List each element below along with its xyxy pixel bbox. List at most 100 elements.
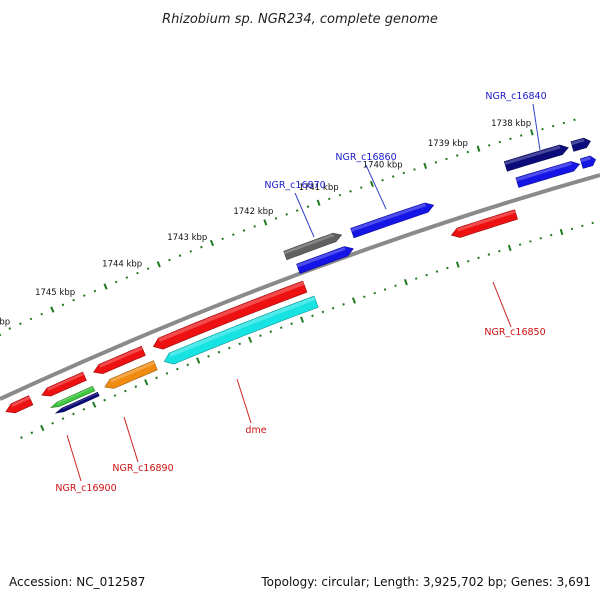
outer-minor-tick bbox=[349, 190, 352, 193]
inner-minor-tick bbox=[82, 407, 86, 411]
tick-label: 1745 kbp bbox=[35, 288, 75, 298]
inner-major-tick bbox=[455, 261, 460, 268]
feature-reverse-red-5[interactable] bbox=[5, 395, 34, 414]
map-title: Rhizobium sp. NGR234, complete genome bbox=[162, 12, 438, 27]
inner-minor-tick bbox=[383, 288, 387, 291]
inner-minor-tick bbox=[425, 273, 428, 277]
feature-reverse-red-1[interactable] bbox=[450, 209, 518, 238]
inner-minor-tick bbox=[228, 346, 231, 350]
feature-highlight bbox=[110, 361, 155, 383]
feature-forward-blue-2[interactable] bbox=[579, 155, 596, 169]
gene-label[interactable]: NGR_c16860 bbox=[335, 152, 396, 163]
outer-minor-tick bbox=[551, 124, 555, 128]
gene-leader-line bbox=[236, 378, 252, 424]
outer-minor-tick bbox=[19, 322, 22, 326]
outer-minor-tick bbox=[29, 317, 33, 321]
outer-major-tick bbox=[50, 306, 55, 313]
feature-highlight bbox=[580, 156, 591, 163]
outer-minor-tick bbox=[189, 250, 193, 253]
outer-tick-track bbox=[0, 118, 576, 337]
outer-minor-tick bbox=[413, 168, 416, 171]
outer-minor-tick bbox=[487, 144, 491, 147]
outer-major-tick bbox=[156, 261, 161, 268]
inner-minor-tick bbox=[394, 284, 397, 288]
inner-minor-tick bbox=[498, 249, 501, 253]
outer-minor-tick bbox=[434, 161, 438, 164]
gene-label[interactable]: NGR_c16870 bbox=[264, 180, 325, 191]
inner-minor-tick bbox=[435, 270, 439, 273]
outer-minor-tick bbox=[381, 178, 384, 182]
outer-major-tick bbox=[369, 180, 374, 188]
feature-forward-dark-navy-1[interactable] bbox=[503, 144, 569, 172]
outer-major-tick bbox=[103, 283, 108, 290]
gene-labels: NGR_c16840 NGR_c16860 NGR_c16870 NGR_c16850… bbox=[55, 91, 546, 494]
outer-major-tick bbox=[209, 239, 215, 247]
feature-forward-blue-3[interactable] bbox=[296, 246, 354, 274]
feature-highlight bbox=[350, 203, 426, 232]
gene-label[interactable]: NGR_c16890 bbox=[112, 463, 173, 474]
gene-leader-line bbox=[532, 103, 541, 151]
feature-forward-blue-4[interactable] bbox=[350, 202, 435, 239]
feature-highlight bbox=[571, 138, 585, 146]
inner-minor-tick bbox=[373, 291, 377, 295]
feature-reverse-green[interactable] bbox=[49, 385, 96, 409]
inner-minor-tick bbox=[30, 431, 34, 435]
inner-minor-tick bbox=[487, 253, 491, 256]
feature-reverse-navy[interactable] bbox=[54, 391, 100, 414]
feature-reverse-cyan[interactable] bbox=[163, 295, 319, 365]
gene-label[interactable]: NGR_c16840 bbox=[485, 91, 546, 102]
feature-forward-gray[interactable] bbox=[283, 232, 343, 261]
feature-reverse-red-2[interactable] bbox=[152, 280, 308, 350]
gene-label[interactable]: NGR_c16850 bbox=[484, 327, 545, 338]
outer-major-tick bbox=[263, 219, 268, 226]
outer-minor-tick bbox=[562, 121, 566, 125]
inner-major-tick bbox=[248, 336, 253, 343]
inner-minor-tick bbox=[134, 385, 138, 388]
feature-highlight bbox=[11, 396, 31, 407]
inner-minor-tick bbox=[217, 350, 221, 354]
outer-minor-tick bbox=[146, 267, 150, 270]
gene-label[interactable]: NGR_c16900 bbox=[55, 483, 116, 494]
inner-major-tick bbox=[507, 244, 512, 252]
feature-forward-blue-1[interactable] bbox=[515, 161, 581, 188]
feature-highlight bbox=[158, 281, 305, 342]
outer-minor-tick bbox=[221, 237, 225, 241]
inner-major-tick bbox=[300, 316, 305, 323]
outer-minor-tick bbox=[178, 254, 182, 257]
feature-reverse-red-3[interactable] bbox=[93, 345, 146, 375]
inner-minor-tick bbox=[269, 330, 273, 333]
outer-minor-tick bbox=[391, 175, 395, 178]
outer-minor-tick bbox=[136, 271, 139, 275]
outer-minor-tick bbox=[242, 229, 246, 232]
inner-minor-tick bbox=[570, 227, 574, 231]
inner-minor-tick bbox=[321, 310, 325, 314]
inner-minor-tick bbox=[290, 322, 293, 325]
feature-arrow bbox=[283, 232, 343, 261]
feature-highlight bbox=[57, 386, 94, 404]
outer-minor-tick bbox=[125, 276, 129, 279]
inner-major-tick bbox=[92, 401, 97, 408]
feature-reverse-red-4[interactable] bbox=[41, 371, 87, 397]
inner-minor-tick bbox=[155, 376, 158, 380]
inner-minor-tick bbox=[207, 355, 210, 358]
outer-major-tick bbox=[423, 162, 428, 170]
inner-minor-tick bbox=[259, 334, 262, 337]
feature-reverse-orange[interactable] bbox=[104, 360, 158, 389]
gene-leader-line bbox=[365, 164, 387, 210]
outer-major-tick bbox=[316, 199, 321, 206]
inner-minor-tick bbox=[311, 314, 314, 318]
inner-major-tick bbox=[144, 379, 149, 386]
gene-leader-line bbox=[66, 434, 82, 482]
inner-minor-tick bbox=[539, 236, 543, 240]
tick-label: 1740 kbp bbox=[363, 161, 403, 171]
inner-minor-tick bbox=[165, 372, 169, 375]
gene-label[interactable]: dme bbox=[245, 425, 266, 436]
feature-forward-dark-navy-2[interactable] bbox=[570, 137, 591, 152]
outer-minor-tick bbox=[359, 186, 363, 189]
feature-highlight bbox=[283, 233, 334, 255]
inner-minor-tick bbox=[529, 240, 532, 243]
outer-minor-tick bbox=[295, 209, 299, 212]
outer-minor-tick bbox=[253, 225, 256, 228]
outer-minor-tick bbox=[93, 289, 97, 293]
